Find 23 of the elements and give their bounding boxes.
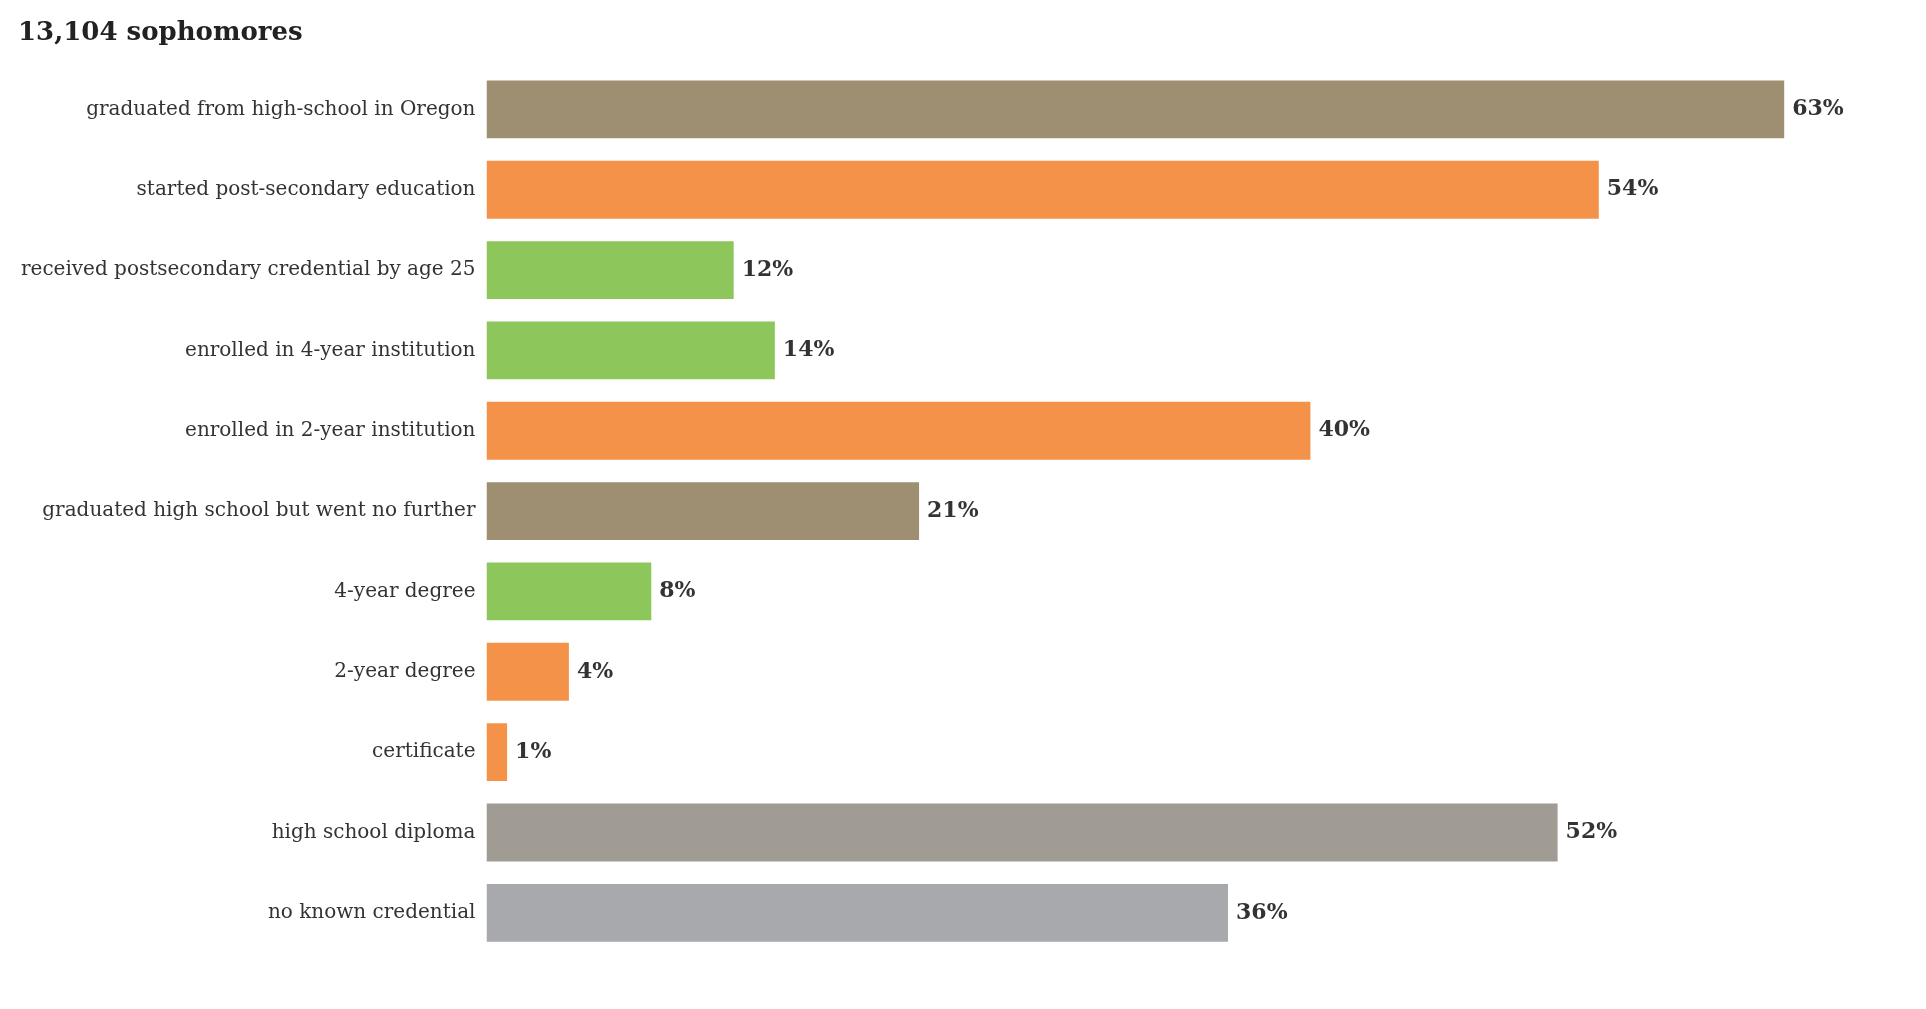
category-label: enrolled in 2-year institution: [185, 416, 476, 441]
category-label: 2-year degree: [334, 657, 476, 682]
category-label: certificate: [372, 738, 476, 763]
category-label: graduated high school but went no further: [42, 497, 476, 522]
data-label: 54%: [1606, 174, 1659, 201]
data-label: 52%: [1565, 817, 1618, 844]
data-label: 14%: [782, 335, 835, 362]
category-label: no known credential: [267, 899, 476, 924]
data-label: 4%: [576, 656, 614, 683]
data-label: 21%: [927, 495, 979, 522]
data-label: 1%: [515, 736, 552, 763]
data-label: 8%: [659, 576, 696, 603]
data-label: 36%: [1236, 897, 1288, 924]
category-label: received postsecondary credential by age 25: [20, 256, 476, 281]
category-label: 4-year degree: [334, 577, 476, 602]
category-label: enrolled in 4-year institution: [185, 336, 476, 361]
category-label: graduated from high-school in Oregon: [86, 95, 476, 120]
data-label: 12%: [741, 254, 794, 281]
category-label: started post-secondary education: [136, 175, 476, 200]
data-label: 40%: [1318, 415, 1371, 442]
data-label: 63%: [1792, 94, 1844, 121]
text: 13,104 sophomores: [18, 16, 303, 47]
category-label: high school diploma: [271, 818, 476, 843]
